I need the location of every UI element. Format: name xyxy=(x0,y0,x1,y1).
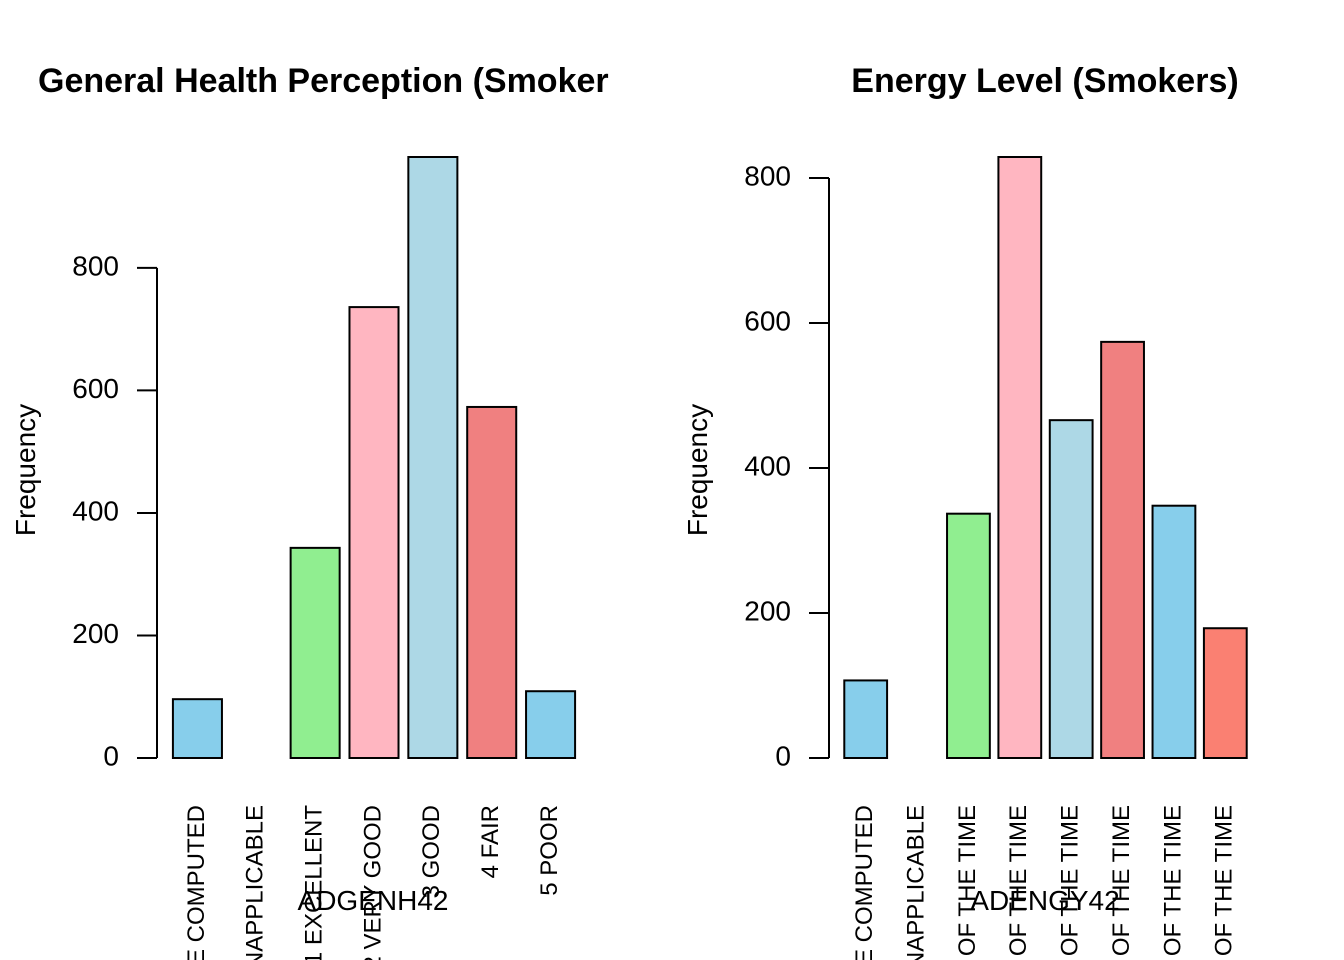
y-tick-label: 600 xyxy=(744,305,791,336)
x-tick-label: 6 NONE OF THE TIME xyxy=(1211,805,1238,960)
bar xyxy=(289,546,341,760)
bar xyxy=(1100,340,1145,759)
x-tick-label: 5 A LITTLE OF THE TIME xyxy=(1159,805,1186,960)
x-tick-label: 5 POOR xyxy=(536,805,563,896)
bar xyxy=(171,698,223,759)
x-tick-label: 3 A GOOD BIT OF THE TIME xyxy=(1057,805,1084,960)
y-tick-label: 800 xyxy=(72,250,119,281)
y-axis-label: Frequency xyxy=(682,404,713,536)
bar xyxy=(407,156,459,759)
bar xyxy=(997,156,1043,759)
x-axis-label: ADGENH42 xyxy=(298,885,449,916)
bar xyxy=(843,679,889,759)
x-tick-label: 2 VERY GOOD xyxy=(359,805,386,960)
x-tick-label: 1 EXCELLENT xyxy=(300,805,327,960)
x-tick-label: -15 CANNOT BE COMPUTED xyxy=(183,805,210,960)
chart-title: General Health Perception (Smoker xyxy=(38,62,609,100)
x-tick-label: 1 ALL OF THE TIME xyxy=(954,805,981,960)
y-tick-label: 800 xyxy=(744,160,791,191)
bar xyxy=(466,405,518,759)
chart-panel: Energy Level (Smokers) Frequency 0 200 400 60… xyxy=(682,62,1248,960)
chart-panel: General Health Perception (Smoker Frequen… xyxy=(10,62,609,960)
bar xyxy=(1202,627,1248,760)
y-tick-label: 0 xyxy=(103,740,119,771)
x-tick-label: 4 SOME OF THE TIME xyxy=(1108,805,1135,960)
x-tick-label: 4 FAIR xyxy=(477,805,504,878)
y-tick-label: 600 xyxy=(72,373,119,404)
y-tick-label: 400 xyxy=(72,495,119,526)
bar xyxy=(946,512,991,760)
bar xyxy=(348,306,400,759)
y-tick-label: 200 xyxy=(72,618,119,649)
y-axis-label: Frequency xyxy=(10,404,41,536)
y-tick-label: 0 xyxy=(775,740,791,771)
y-tick-label: 400 xyxy=(744,450,791,481)
x-tick-label: -15 CANNOT BE COMPUTED xyxy=(851,805,878,960)
x-tick-label: -1 INAPPLICABLE xyxy=(242,805,269,960)
x-tick-label: 2 MOST OF THE TIME xyxy=(1005,805,1032,960)
bar xyxy=(525,690,577,760)
bar xyxy=(1048,419,1094,759)
x-tick-label: -1 INAPPLICABLE xyxy=(902,805,929,960)
y-tick-label: 200 xyxy=(744,595,791,626)
bar xyxy=(1151,504,1197,759)
x-tick-label: 3 GOOD xyxy=(418,805,445,898)
x-axis-label: ADENGY42 xyxy=(970,885,1119,916)
chart-title: Energy Level (Smokers) xyxy=(851,62,1238,100)
